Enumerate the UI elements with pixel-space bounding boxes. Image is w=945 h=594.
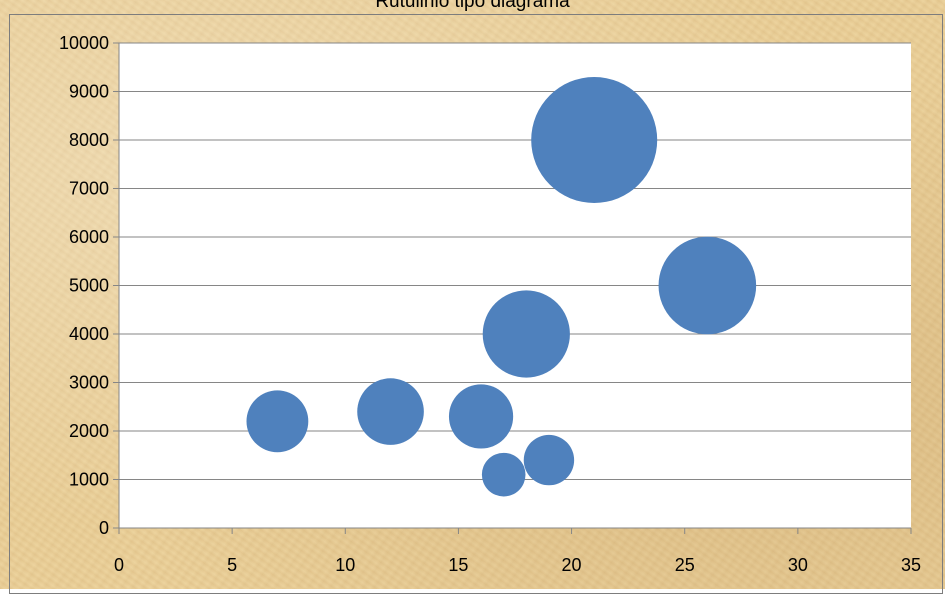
x-tick-label: 10 [335, 555, 355, 575]
x-tick-label: 35 [901, 555, 921, 575]
chart-title: Rutulinio tipo diagrama [375, 0, 570, 12]
y-tick-label: 2000 [69, 421, 109, 441]
bubble [448, 384, 514, 449]
y-tick-label: 1000 [69, 470, 109, 490]
bubble [481, 452, 526, 497]
x-tick-label: 5 [227, 555, 237, 575]
bubble [523, 434, 575, 486]
y-tick-label: 6000 [69, 227, 109, 247]
y-tick-label: 10000 [59, 33, 109, 53]
y-tick-label: 5000 [69, 276, 109, 296]
x-tick-label: 20 [562, 555, 582, 575]
y-tick-label: 4000 [69, 324, 109, 344]
bubble [246, 390, 309, 453]
bubble [357, 378, 424, 445]
y-tick-label: 3000 [69, 373, 109, 393]
y-tick-label: 7000 [69, 179, 109, 199]
bubble [531, 77, 658, 203]
y-tick-label: 8000 [69, 130, 109, 150]
x-tick-label: 15 [448, 555, 468, 575]
axes [113, 42, 912, 534]
bubbles [246, 77, 757, 497]
bubble [658, 236, 757, 335]
bubble [482, 290, 570, 378]
tick-labels: 0100020003000400050006000700080009000100… [59, 33, 921, 575]
gridlines [119, 42, 911, 480]
x-tick-label: 0 [114, 555, 124, 575]
x-tick-label: 30 [788, 555, 808, 575]
y-tick-label: 9000 [69, 82, 109, 102]
x-tick-label: 25 [675, 555, 695, 575]
y-tick-label: 0 [99, 518, 109, 538]
